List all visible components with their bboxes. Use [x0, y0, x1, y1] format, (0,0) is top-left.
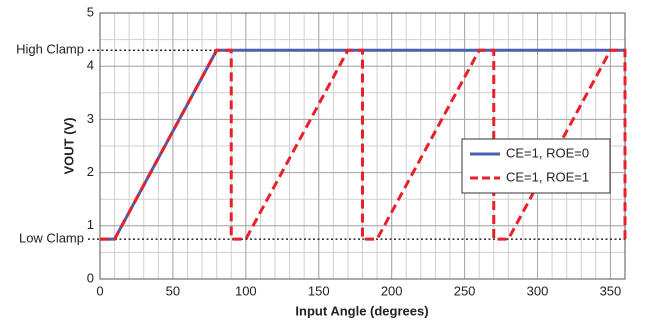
- y-axis-title: VOUT (V): [61, 117, 76, 174]
- x-tick-label: 350: [600, 283, 622, 298]
- annotation-bg: [0, 42, 86, 59]
- legend-box: [461, 138, 611, 194]
- y-tick-label: 4: [87, 58, 94, 73]
- y-tick-label: 2: [87, 164, 94, 179]
- x-tick-label: 150: [308, 283, 330, 298]
- x-axis-title: Input Angle (degrees): [295, 303, 428, 318]
- y-tick-label: 3: [87, 111, 94, 126]
- x-tick-label: 100: [235, 283, 257, 298]
- x-tick-label: 200: [381, 283, 403, 298]
- annotation: Low Clamp: [19, 231, 84, 246]
- annotation-bg: [0, 231, 86, 248]
- annotation: High Clamp: [16, 42, 84, 57]
- y-tick-label: 0: [87, 270, 94, 285]
- x-tick-label: 300: [527, 283, 549, 298]
- x-tick-label: 250: [454, 283, 476, 298]
- series-line: [100, 48, 627, 241]
- legend-label: CE=1, ROE=1: [506, 169, 589, 184]
- x-tick-label: 50: [166, 283, 180, 298]
- y-tick-label: 1: [87, 217, 94, 232]
- plot-frame: [99, 12, 626, 280]
- legend-label: CE=1, ROE=0: [506, 145, 589, 160]
- y-tick-label: 5: [87, 4, 94, 19]
- x-tick-label: 0: [96, 283, 103, 298]
